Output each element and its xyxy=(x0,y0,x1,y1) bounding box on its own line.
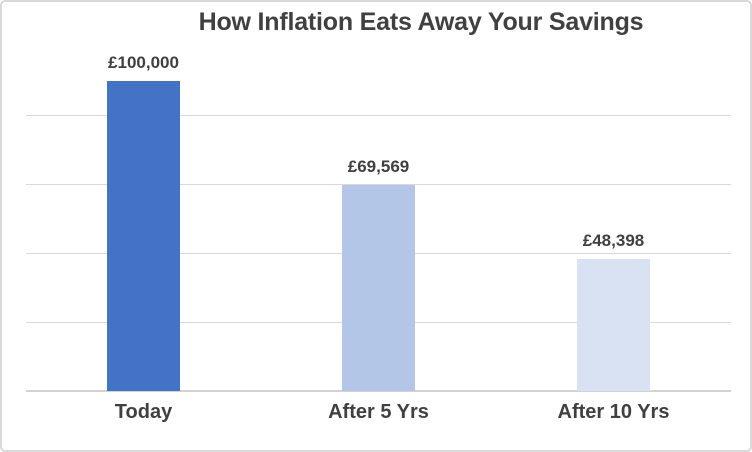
data-label: £69,569 xyxy=(347,157,410,177)
gridline xyxy=(26,115,731,116)
category-label-after-5-yrs: After 5 Yrs xyxy=(328,401,429,423)
category-label-after-10-yrs: After 10 Yrs xyxy=(557,401,670,423)
data-label: £48,398 xyxy=(582,230,645,250)
bar-today xyxy=(107,80,180,391)
bar-after-10-yrs xyxy=(577,258,650,391)
bar-after-5-yrs xyxy=(342,185,415,391)
category-label-today: Today xyxy=(114,401,173,423)
data-label: £100,000 xyxy=(108,52,179,72)
gridline xyxy=(26,184,731,185)
chart-title: How Inflation Eats Away Your Savings xyxy=(198,8,644,36)
x-axis-line xyxy=(26,390,731,392)
